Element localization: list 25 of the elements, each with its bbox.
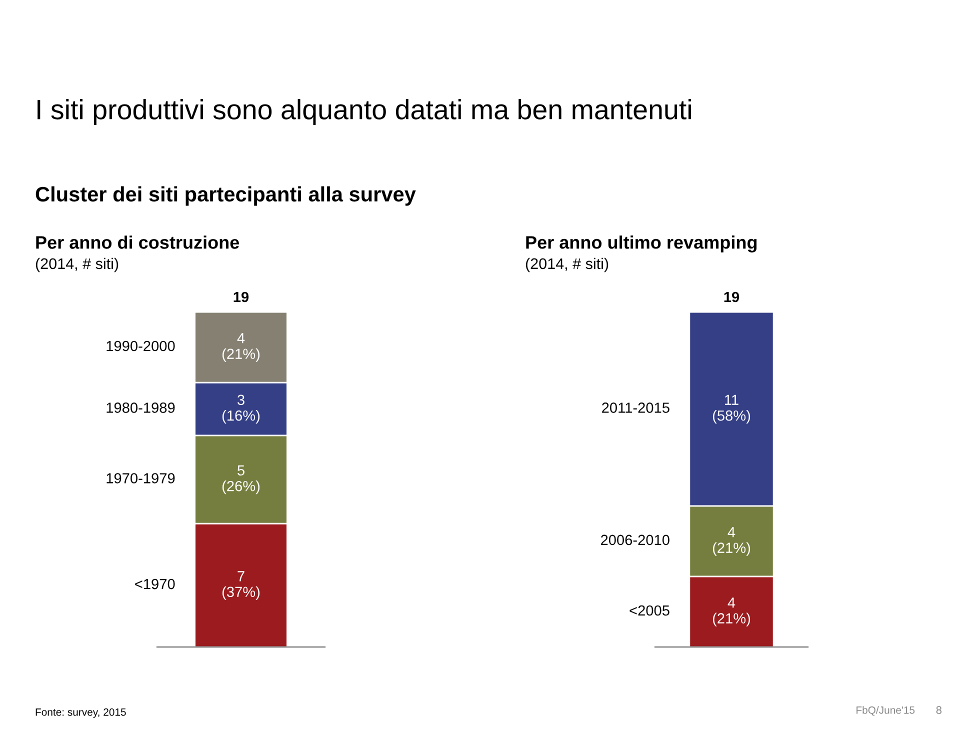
data-label: 4 (21%): [222, 333, 260, 362]
source-note: Fonte: survey, 2015: [36, 708, 126, 718]
total-label: 19: [234, 292, 249, 302]
series-label: 1970-1979: [106, 473, 175, 484]
data-label: 5 (26%): [222, 465, 260, 494]
text: Cluster dei siti partecipanti alla survey: [36, 186, 416, 206]
series-label: 2011-2015: [602, 402, 670, 413]
series-label: <1970: [135, 578, 175, 590]
data-label: 3 (16%): [222, 394, 260, 424]
data-label: 4 (21%): [712, 598, 750, 626]
data-label: 11 (58%): [712, 394, 750, 424]
data-label: 4 (21%): [712, 527, 750, 556]
data-label: 7 (37%): [222, 571, 260, 600]
chart-title: Per anno di costruzione: [36, 236, 240, 249]
total-label: 19: [724, 292, 740, 302]
text: FbQ/June'15: [856, 706, 915, 716]
text: I siti produttivi sono alquanto datati ma ben mantenuti: [38, 99, 691, 125]
text: 8: [936, 706, 942, 714]
text: (2014, # siti): [526, 258, 608, 272]
series-label: 1990-2000: [106, 340, 175, 352]
series-label: <2005: [630, 605, 670, 616]
series-label: 1980-1989: [106, 402, 175, 413]
series-label: 2006-2010: [600, 534, 670, 546]
chart-subtitle: (2014, # siti): [36, 258, 118, 272]
chart-title: Per anno ultimo revamping: [526, 236, 757, 252]
